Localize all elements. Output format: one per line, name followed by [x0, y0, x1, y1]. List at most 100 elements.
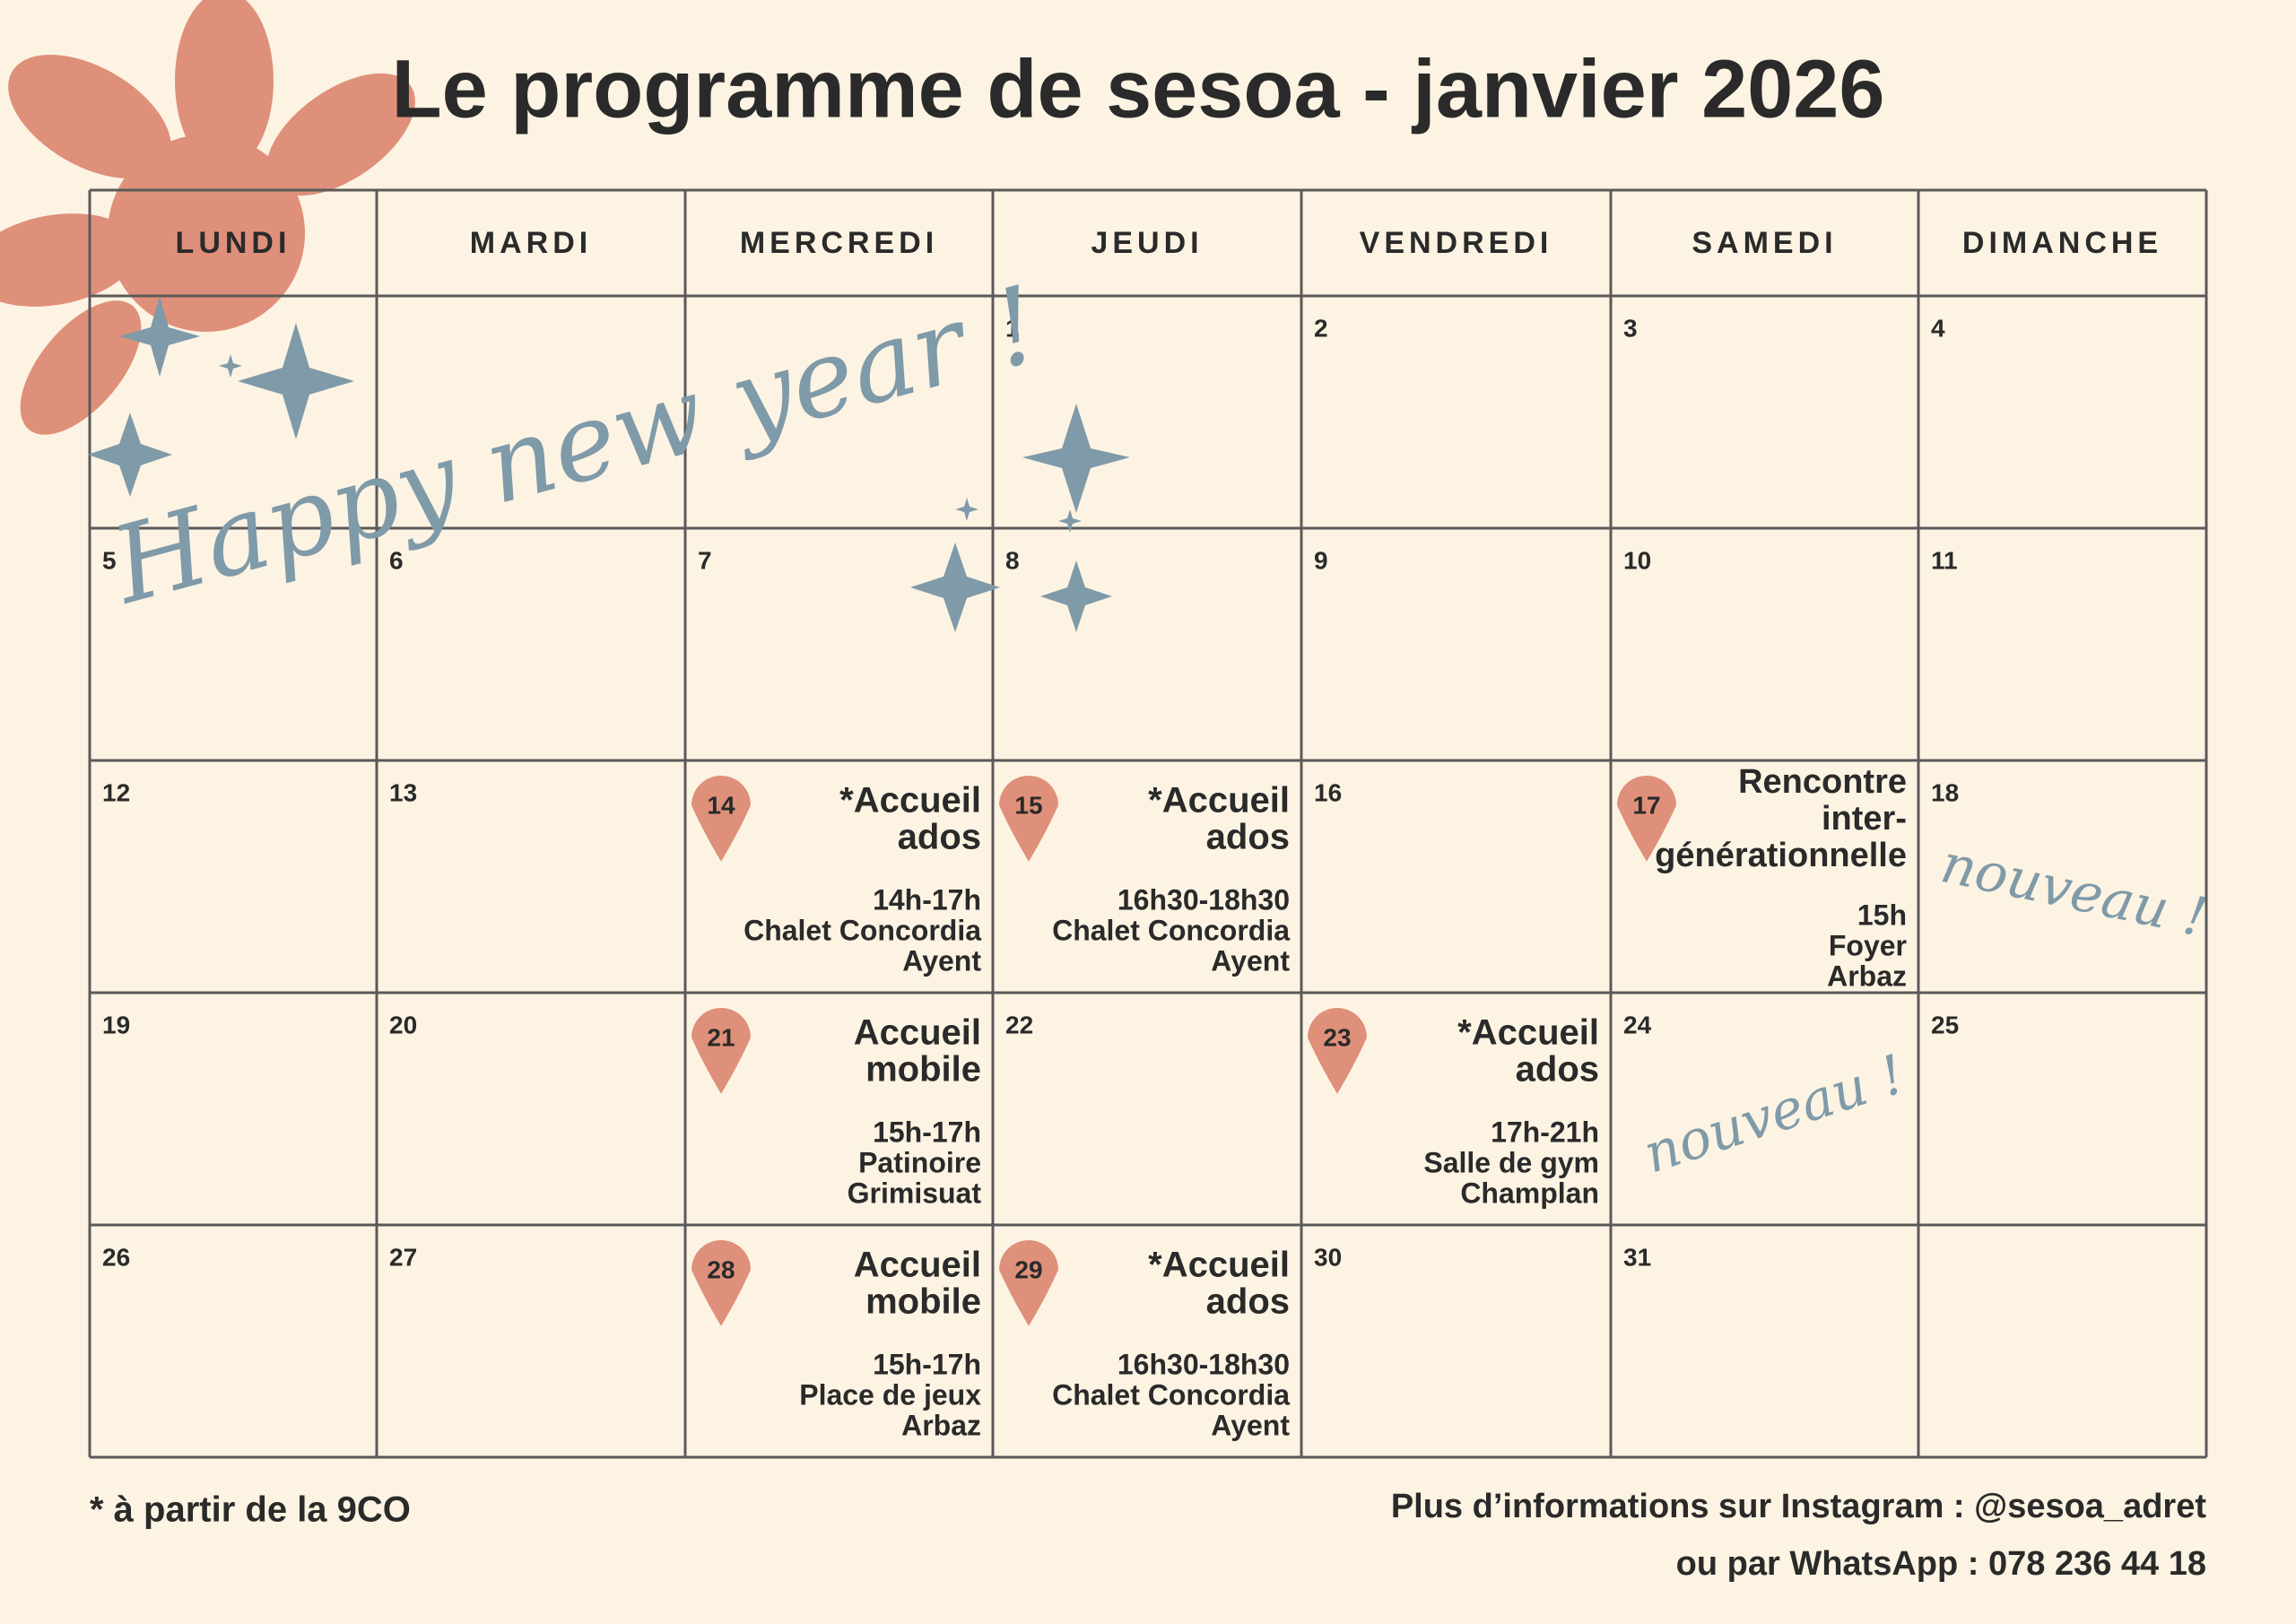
day-number: 29 — [1014, 1255, 1042, 1283]
event-detail: Chalet Concordia — [744, 914, 981, 946]
event-pin — [691, 1008, 751, 1094]
footer-note: * à partir de la 9CO — [90, 1490, 411, 1530]
event-detail: 15h-17h — [873, 1116, 981, 1148]
sparkle — [119, 296, 200, 377]
day-number: 3 — [1623, 314, 1638, 342]
day-number: 24 — [1623, 1011, 1652, 1038]
weekday-label: VENDREDI — [1360, 226, 1553, 260]
event-title: mobile — [865, 1050, 981, 1090]
weekday-label: SAMEDI — [1692, 226, 1837, 260]
day-number: 25 — [1931, 1011, 1959, 1038]
calendar-grid: LUNDI MARDI MERCREDI JEUDI VENDREDI SAMEDI DIM… — [88, 188, 2213, 1459]
event-title: Accueil — [854, 1246, 981, 1285]
event-title: Rencontre — [1738, 763, 1907, 801]
event-detail: 14h-17h — [873, 883, 981, 916]
event-detail: 15h — [1857, 899, 1907, 931]
event-detail: 17h-21h — [1491, 1116, 1599, 1148]
event-title: mobile — [865, 1282, 981, 1322]
event-detail: Patinoire — [858, 1146, 981, 1178]
flower-decoration — [0, 0, 415, 435]
event-detail: Salle de gym — [1423, 1146, 1599, 1178]
petal — [175, 0, 274, 170]
flower-center — [108, 135, 305, 332]
day-number: 4 — [1931, 314, 1945, 342]
day-number: 28 — [707, 1255, 735, 1283]
day-number: 11 — [1931, 546, 1958, 574]
event-title: Accueil — [854, 1013, 981, 1053]
weekday-label: MERCREDI — [740, 226, 938, 260]
sparkle — [88, 413, 172, 497]
event-pin — [1308, 1008, 1367, 1094]
day-number: 31 — [1623, 1243, 1651, 1271]
day-number: 14 — [707, 791, 735, 819]
event-detail: Champlan — [1460, 1177, 1599, 1209]
petal — [20, 300, 142, 435]
day-number: 2 — [1314, 314, 1328, 342]
event-title: ados — [1206, 818, 1290, 857]
day-number: 13 — [389, 778, 417, 806]
petal — [0, 213, 138, 307]
event-title: *Accueil — [1148, 781, 1290, 821]
sparkles — [88, 296, 1130, 632]
event-title: inter- — [1822, 800, 1907, 838]
event-title: *Accueil — [1457, 1013, 1599, 1053]
day-number: 26 — [102, 1243, 130, 1271]
event-pin — [1617, 776, 1676, 862]
event-title: ados — [1206, 1282, 1290, 1322]
day-number: 17 — [1632, 791, 1660, 819]
day-number: 20 — [389, 1011, 417, 1038]
day-number: 12 — [102, 778, 130, 806]
day-number: 15 — [1014, 791, 1042, 819]
day-number: 1 — [1005, 314, 1020, 342]
sparkle — [1022, 404, 1130, 513]
day-number: 19 — [102, 1011, 130, 1038]
day-number: 16 — [1314, 778, 1342, 806]
event-detail: Chalet Concordia — [1052, 914, 1290, 946]
event-detail: Ayent — [902, 944, 981, 977]
event-detail: Arbaz — [1827, 960, 1907, 992]
sparkle — [955, 498, 978, 521]
event-detail: Ayent — [1211, 1409, 1290, 1441]
sparkle — [219, 354, 242, 378]
event-detail: Grimisuat — [848, 1177, 982, 1209]
day-number: 8 — [1005, 546, 1020, 574]
sparkle — [238, 323, 354, 439]
sparkle — [910, 543, 1000, 632]
sparkle — [1040, 560, 1112, 632]
contact-line: Plus d’informations sur Instagram : @ses… — [1391, 1488, 2207, 1525]
event-detail: 15h-17h — [873, 1348, 981, 1380]
day-number: 5 — [102, 546, 117, 574]
event-title: ados — [1516, 1050, 1599, 1090]
petal — [266, 73, 415, 196]
event-title: *Accueil — [839, 781, 981, 821]
event-pin — [691, 776, 751, 862]
event-title: ados — [898, 818, 981, 857]
day-number: 18 — [1931, 778, 1959, 806]
event-detail: Chalet Concordia — [1052, 1378, 1290, 1411]
day-number: 7 — [698, 546, 712, 574]
day-number: 27 — [389, 1243, 417, 1271]
event-detail: Foyer — [1829, 929, 1907, 961]
page-title: Le programme de sesoa - janvier 2026 — [392, 43, 1885, 135]
event-title: *Accueil — [1148, 1246, 1290, 1285]
day-number: 23 — [1323, 1023, 1351, 1051]
weekday-label: DIMANCHE — [1962, 226, 2162, 260]
day-number: 21 — [707, 1023, 735, 1051]
event-detail: 16h30-18h30 — [1118, 1348, 1290, 1380]
sparkle — [1058, 509, 1082, 533]
day-number: 9 — [1314, 546, 1328, 574]
weekday-label: JEUDI — [1091, 226, 1203, 260]
contact-line: ou par WhatsApp : 078 236 44 18 — [1676, 1545, 2206, 1583]
event-detail: Ayent — [1211, 944, 1290, 977]
event-pin — [691, 1240, 751, 1326]
event-detail: Arbaz — [901, 1409, 981, 1441]
event-pin — [999, 1240, 1058, 1326]
event-detail: 16h30-18h30 — [1118, 883, 1290, 916]
day-number: 22 — [1005, 1011, 1033, 1038]
day-number: 30 — [1314, 1243, 1342, 1271]
event-title: générationnelle — [1655, 837, 1907, 874]
event-pin — [999, 776, 1058, 862]
event-detail: Place de jeux — [799, 1378, 981, 1411]
